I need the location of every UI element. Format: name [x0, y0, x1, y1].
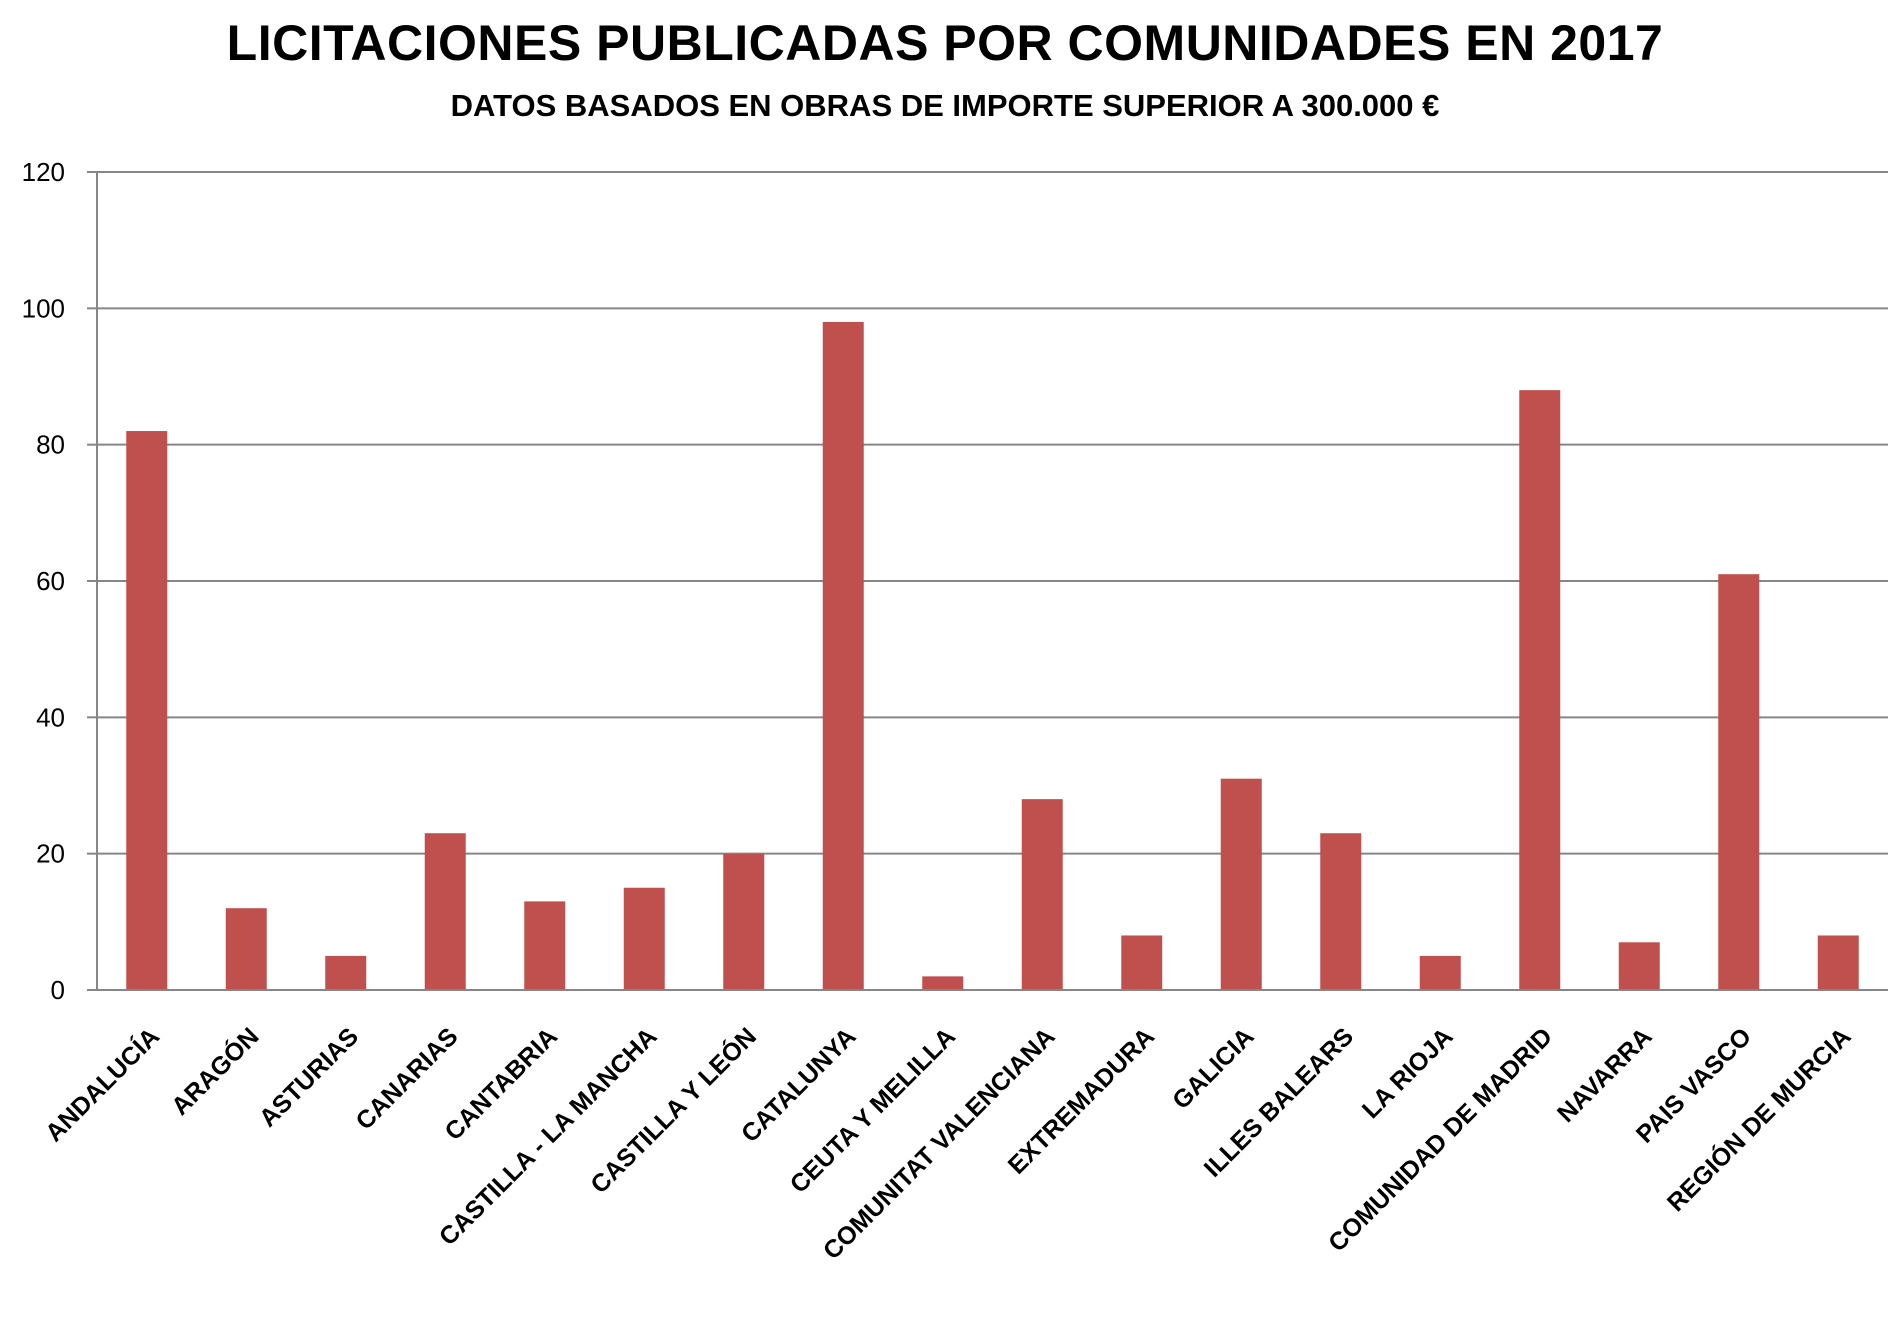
bar — [1618, 942, 1660, 990]
x-tick-label: ANDALUCÍA — [39, 1022, 165, 1148]
bar — [225, 908, 267, 990]
x-tick-label: ARAGÓN — [165, 1021, 265, 1121]
y-tick-label: 40 — [36, 702, 65, 732]
x-tick-label: NAVARRA — [1552, 1022, 1658, 1128]
bar — [723, 853, 765, 990]
x-tick-labels: ANDALUCÍA ARAGÓNASTURIASCANARIASCANTABRIA… — [39, 1021, 1856, 1265]
chart-title: LICITACIONES PUBLICADAS POR COMUNIDADES … — [226, 15, 1664, 71]
bar — [623, 887, 665, 990]
y-tick-label: 0 — [51, 975, 65, 1005]
x-tick-label: GALICIA — [1167, 1022, 1259, 1114]
y-tick-label: 100 — [22, 293, 65, 323]
bar — [822, 321, 864, 990]
bar — [524, 901, 566, 990]
bar — [1817, 935, 1859, 990]
bar — [1121, 935, 1163, 990]
bar — [1021, 799, 1063, 990]
bars — [126, 321, 1859, 991]
bar — [325, 955, 367, 990]
bar — [922, 976, 964, 990]
x-tick-label: LA RIOJA — [1357, 1022, 1459, 1124]
y-tick-label: 20 — [36, 839, 65, 869]
x-tick-label: REGIÓN DE MURCIA — [1660, 1021, 1856, 1217]
axes — [87, 171, 1888, 991]
bar — [1220, 778, 1262, 990]
bar — [1320, 833, 1362, 990]
x-tick-label: CASTILLA Y LEÓN — [584, 1021, 762, 1199]
y-tick-label: 80 — [36, 430, 65, 460]
bar — [1519, 390, 1561, 991]
bar — [424, 833, 466, 990]
x-tick-label: CEUTA Y MELILLA — [785, 1022, 961, 1198]
bar — [126, 431, 168, 990]
x-tick-label: ASTURIAS — [254, 1022, 364, 1132]
y-tick-labels: 0 20 40 60 80 100 120 — [22, 157, 65, 1005]
bar — [1419, 955, 1461, 990]
chart-subtitle: DATOS BASADOS EN OBRAS DE IMPORTE SUPERI… — [450, 88, 1440, 123]
y-tick-label: 60 — [36, 566, 65, 596]
bar — [1718, 574, 1760, 990]
gridlines — [97, 171, 1888, 855]
y-tick-label: 120 — [22, 157, 65, 187]
